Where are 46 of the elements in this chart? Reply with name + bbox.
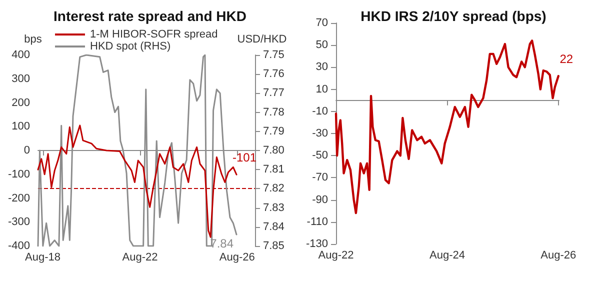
y2-tick-label: 7.77 [263, 87, 284, 100]
x-tick-label: Aug-26 [540, 250, 576, 262]
y-tick-label: -50 [312, 150, 328, 162]
y2-tick-label: 7.82 [263, 182, 284, 195]
y-tick-label: 100 [12, 120, 30, 133]
x-tick-label: Aug-18 [25, 252, 61, 264]
x-tick-label: Aug-26 [219, 252, 255, 264]
y2-tick-label: 7.80 [263, 144, 284, 156]
legend-label: HKD spot (RHS) [90, 40, 171, 52]
y-tick-label: -300 [8, 216, 30, 228]
y2-axis-title: USD/HKD [237, 34, 287, 46]
y2-tick-label: 7.76 [263, 68, 284, 80]
line-series [334, 40, 560, 214]
y-tick-label: -100 [8, 168, 30, 180]
y-tick-label: 300 [12, 72, 30, 85]
y-tick-label: -10 [312, 105, 328, 118]
y-tick-label: 200 [12, 96, 30, 109]
y-tick-label: -70 [312, 172, 328, 184]
y-tick-label: 10 [316, 83, 328, 96]
y-tick-label: 50 [316, 39, 328, 52]
y-tick-label: 400 [12, 49, 30, 61]
y2-tick-label: 7.85 [263, 240, 284, 252]
x-tick-label: Aug-22 [122, 252, 158, 264]
y-tick-label: 70 [316, 17, 328, 29]
legend-label: 1-M HIBOR-SOFR spread [90, 28, 218, 40]
chart-title: Interest rate spread and HKD [54, 8, 246, 24]
y-tick-label: -110 [306, 216, 328, 228]
y2-tick-label: 7.83 [263, 202, 284, 214]
y-tick-label: 0 [24, 144, 30, 156]
y2-tick-label: 7.81 [263, 164, 284, 176]
chart-title: HKD IRS 2/10Y spread (bps) [360, 8, 546, 24]
y-tick-label: -130 [306, 238, 328, 250]
y-tick-label: -30 [312, 128, 328, 140]
y2-tick-label: 7.75 [263, 49, 284, 61]
y-tick-label: -200 [8, 192, 30, 204]
y2-tick-label: 7.79 [263, 125, 284, 138]
y2-tick-label: 7.84 [263, 220, 284, 233]
y-axis-title: bps [24, 34, 42, 46]
y2-tick-label: 7.78 [263, 106, 284, 118]
data-label: 22 [560, 52, 574, 66]
x-tick-label: Aug-22 [318, 250, 354, 262]
y-tick-label: -400 [8, 240, 30, 252]
x-tick-label: Aug-24 [430, 250, 466, 262]
y-tick-label: -90 [312, 194, 328, 206]
data-label: -101 [232, 150, 257, 165]
y-tick-label: 30 [316, 61, 328, 74]
